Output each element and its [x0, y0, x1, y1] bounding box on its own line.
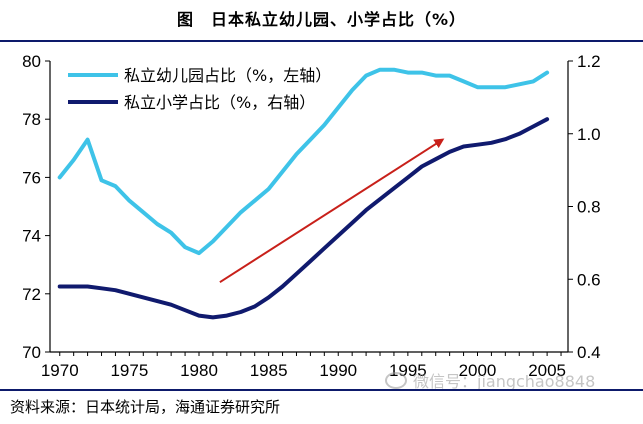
legend-label-2: 私立小学占比（%，右轴） [124, 93, 315, 112]
legend-label-1: 私立幼儿园占比（%，左轴） [124, 66, 331, 85]
series-layer [57, 67, 550, 320]
x-tick-label: 2000 [459, 361, 497, 380]
legend: 私立幼儿园占比（%，左轴） 私立小学占比（%，右轴） [68, 66, 331, 112]
x-tick-label: 1970 [41, 361, 79, 380]
y-left-tick-label: 76 [22, 168, 41, 187]
y-right-tick-label: 0.4 [577, 343, 601, 362]
trend-arrow [219, 138, 445, 284]
x-tick-label: 1985 [250, 361, 288, 380]
y-left-tick-label: 78 [22, 110, 41, 129]
y-right-tick-label: 1.2 [577, 52, 601, 71]
y-left-tick-label: 80 [22, 52, 41, 71]
series-line-2 [57, 117, 550, 320]
chart-title: 图 日本私立幼儿园、小学占比（%） [176, 10, 467, 29]
y-right-tick-label: 0.8 [577, 198, 601, 217]
series-line-1 [57, 67, 550, 256]
y-left-tick-label: 72 [22, 285, 41, 304]
y-right-tick-label: 0.6 [577, 270, 601, 289]
x-tick-label: 2005 [528, 361, 566, 380]
x-tick-label: 1975 [110, 361, 148, 380]
axes: 70 72 74 76 78 80 0.4 0.6 0.8 1.0 1.2 1970 1975 1980 1… [22, 52, 601, 380]
y-left-tick-label: 70 [22, 343, 41, 362]
source-note: 资料来源：日本统计局，海通证券研究所 [10, 398, 281, 416]
x-tick-label: 1990 [319, 361, 357, 380]
watermark-text: 微信号：jiangchao8848 [413, 372, 596, 391]
y-right-tick-label: 1.0 [577, 125, 601, 144]
watermark: 微信号：jiangchao8848 [385, 370, 595, 394]
footer-rule [0, 389, 643, 391]
y-left-tick-label: 74 [22, 227, 41, 246]
title-rule [0, 40, 643, 42]
wechat-icon [385, 372, 407, 389]
x-tick-label: 1980 [180, 361, 218, 380]
